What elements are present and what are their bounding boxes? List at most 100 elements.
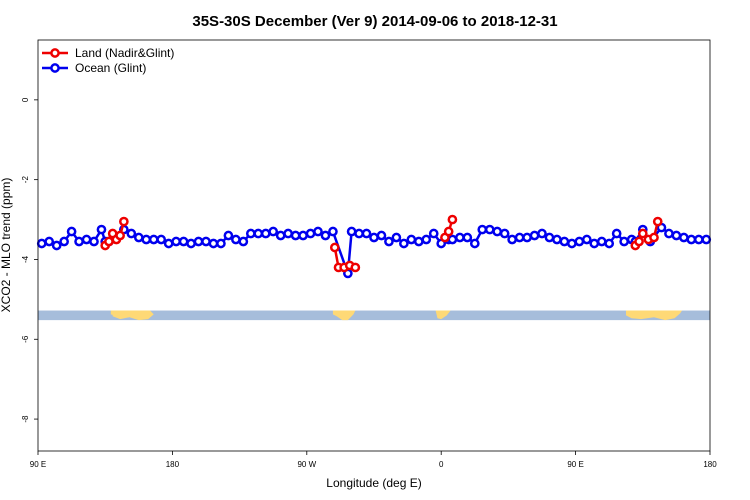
land-series-point	[350, 262, 361, 273]
ocean-series-point	[283, 228, 293, 239]
land-shape-0	[112, 310, 154, 321]
land-series-point	[634, 236, 644, 247]
ocean-series-point	[589, 238, 600, 249]
ocean-series-point	[193, 236, 204, 247]
ocean-series-point	[544, 232, 555, 243]
ocean-series-point	[328, 226, 338, 237]
ocean-series-point	[81, 234, 92, 245]
ocean-series-point	[462, 232, 473, 243]
land-shape-3	[435, 310, 451, 320]
ocean-series-point	[507, 234, 517, 245]
legend: Land (Nadir&Glint)Ocean (Glint)	[42, 46, 174, 75]
ocean-series-point	[369, 232, 379, 243]
ocean-series-point	[529, 230, 540, 241]
ocean-series-point	[238, 236, 249, 247]
ocean-series-point	[231, 234, 241, 245]
ocean-series-point	[567, 238, 577, 249]
ocean-series-point	[133, 232, 144, 243]
ocean-series-point	[216, 238, 226, 249]
ocean-series-point	[391, 232, 402, 243]
land-series-point	[104, 236, 114, 247]
x-tick-label: 90 E	[30, 460, 46, 469]
ocean-series-point	[163, 238, 174, 249]
plot-frame	[37, 39, 711, 452]
ocean-series-point	[447, 234, 458, 245]
ocean-series-point	[66, 226, 77, 237]
land-series-point	[115, 230, 125, 241]
ocean-series-point	[298, 230, 308, 241]
ocean-series-point	[148, 234, 159, 245]
y-tick-label: -4	[21, 255, 30, 263]
ocean-series-point	[559, 236, 570, 247]
ocean-series-point	[413, 236, 424, 247]
ocean-series-point	[96, 224, 107, 235]
ocean-series-point	[552, 234, 562, 245]
ocean-series-point	[604, 238, 615, 249]
ocean-series-point	[469, 238, 480, 249]
x-axis: 90 E 180 90 W 0 90 E 180	[30, 451, 717, 469]
ocean-series-point	[384, 236, 394, 247]
land-series-point	[637, 228, 648, 239]
land-series-point	[447, 214, 458, 225]
ocean-series-point	[619, 236, 629, 247]
ocean-series-point	[36, 238, 47, 249]
legend-label: Land (Nadir&Glint)	[75, 46, 174, 60]
ocean-series-point	[59, 236, 69, 247]
x-axis-label: Longitude (deg E)	[326, 476, 421, 490]
ocean-series-point	[514, 232, 525, 243]
land-series-point	[649, 232, 659, 243]
land-ocean-band	[38, 310, 710, 321]
ocean-series-point	[275, 230, 286, 241]
ocean-series-point	[361, 228, 372, 239]
ocean-series-point	[141, 234, 152, 245]
x-tick-label: 0	[439, 460, 444, 469]
ocean-series-point	[253, 228, 264, 239]
ocean-series-point	[428, 228, 439, 239]
land-series-point	[652, 216, 663, 227]
ocean-series-point	[686, 234, 697, 245]
y-axis: 0 -2 -4 -6 -8	[21, 97, 38, 423]
ocean-series-point	[346, 226, 357, 237]
ocean-series-point	[664, 228, 674, 239]
ocean-series-point	[44, 236, 55, 247]
x-tick-label: 90 W	[297, 460, 316, 469]
ocean-series-point	[492, 226, 503, 237]
land-shape-4	[626, 310, 682, 321]
x-tick-label: 180	[703, 460, 717, 469]
y-tick-label: -2	[21, 176, 30, 184]
ocean-series-point	[596, 236, 607, 247]
land-series-point	[443, 226, 454, 237]
ocean-series-point	[477, 224, 488, 235]
ocean-series-point	[484, 224, 495, 235]
y-tick-label: 0	[21, 97, 30, 102]
ocean-series-point	[455, 232, 465, 243]
ocean-series-point	[611, 228, 622, 239]
ocean-series-point	[305, 228, 316, 239]
y-axis-label: XCO2 - MLO trend (ppm)	[0, 178, 13, 313]
legend-marker	[50, 63, 60, 73]
ocean-series-point	[201, 236, 211, 247]
ocean-series-point	[320, 230, 331, 241]
ocean-series-point	[693, 234, 704, 245]
ocean-series-point	[499, 228, 510, 239]
ocean-series-point	[671, 230, 682, 241]
y-tick-label: -6	[21, 335, 30, 343]
ocean-series-point	[522, 232, 532, 243]
x-tick-label: 90 E	[567, 460, 583, 469]
ocean-strip	[38, 310, 710, 321]
ocean-series-point	[186, 238, 196, 249]
legend-label: Ocean (Glint)	[75, 61, 146, 75]
ocean-series-point	[178, 236, 189, 247]
land-shape-2	[332, 310, 356, 321]
ocean-series-point	[290, 230, 301, 241]
ocean-series-point	[171, 236, 181, 247]
ocean-series-point	[313, 226, 323, 237]
ocean-series-point	[74, 236, 84, 247]
ocean-series-point	[399, 238, 409, 249]
land-shape-1	[110, 310, 117, 316]
ocean-series-point	[208, 238, 219, 249]
ocean-series-point	[156, 234, 167, 245]
land-series-point	[119, 216, 129, 227]
legend-marker	[50, 48, 60, 58]
